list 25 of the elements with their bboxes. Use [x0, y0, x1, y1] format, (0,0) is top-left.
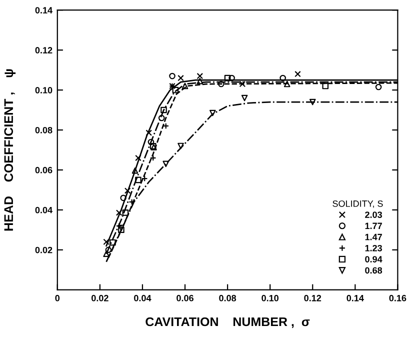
x-tick-label: 0.14	[346, 294, 364, 302]
x-tick-label: 0	[55, 294, 60, 302]
legend-label: 1.77	[365, 222, 382, 230]
legend-title: SOLIDITY, S	[332, 200, 383, 208]
y-tick-label: 0.14	[35, 7, 52, 14]
legend-label: 0.94	[365, 256, 382, 262]
legend-label: 1.47	[365, 234, 382, 240]
y-axis-title: HEAD COEFFICIENT , ψ	[4, 69, 16, 231]
y-tick-label: 0.10	[35, 86, 52, 94]
x-tick-label: 0.12	[304, 294, 322, 302]
y-tick-label: 0.08	[35, 126, 52, 134]
legend-label: 2.03	[365, 212, 382, 218]
y-tick-label: 0.02	[35, 246, 52, 254]
x-tick-label: 0.02	[92, 294, 108, 302]
y-tick-label: 0.04	[35, 206, 52, 214]
x-axis-title: CAVITATION NUMBER , σ	[146, 317, 310, 328]
y-tick-label: 0.12	[35, 47, 52, 54]
x-tick-label: 0.08	[219, 294, 236, 302]
x-tick-label: 0.10	[262, 294, 279, 302]
legend-label: 0.68	[365, 267, 382, 274]
x-tick-label: 0.06	[176, 294, 194, 302]
y-tick-label: 0.06	[35, 166, 52, 174]
x-tick-label: 0.04	[134, 294, 152, 302]
x-tick-label: 0.16	[389, 294, 406, 302]
legend-label: 1.23	[365, 244, 382, 252]
